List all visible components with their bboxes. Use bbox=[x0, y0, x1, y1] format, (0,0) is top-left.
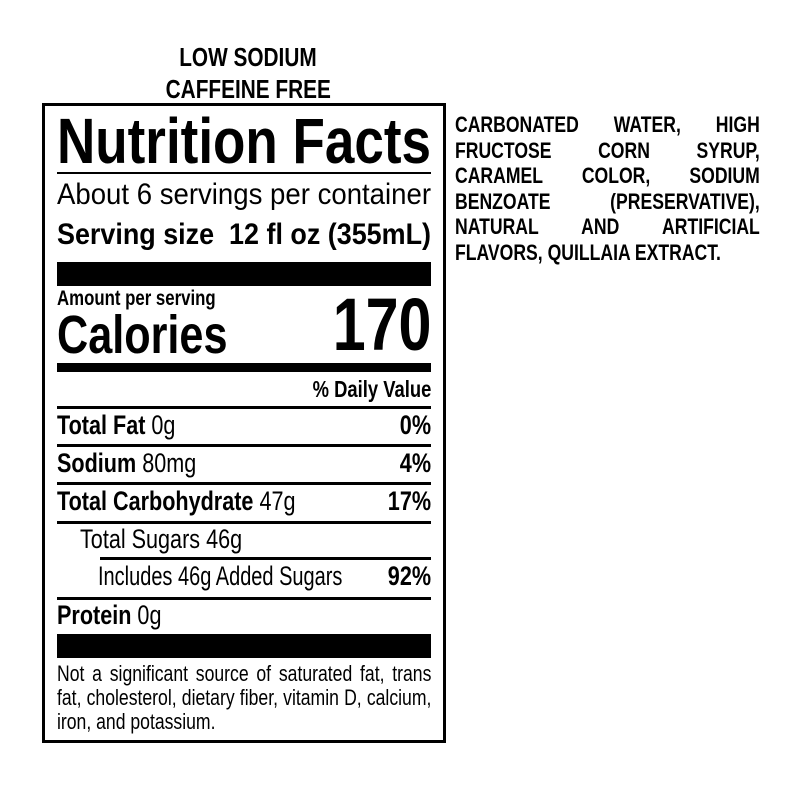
nutrient-row-total-fat: Total Fat 0g 0% bbox=[57, 410, 431, 440]
label-title: Nutrition Facts bbox=[57, 105, 431, 177]
divider bbox=[57, 444, 431, 447]
footnote: Not a significant source of saturated fa… bbox=[57, 661, 432, 734]
serving-size: Serving size 12 fl oz (355mL) bbox=[57, 218, 431, 251]
claim-caffeine-free: CAFFEINE FREE bbox=[165, 74, 331, 104]
medium-bar bbox=[57, 363, 431, 372]
thick-bar bbox=[57, 634, 431, 658]
nutrition-facts-panel bbox=[42, 103, 446, 743]
nutrient-row-total-sugars: Total Sugars 46g bbox=[80, 524, 243, 554]
servings-per-container: About 6 servings per container bbox=[57, 178, 431, 211]
divider bbox=[57, 406, 431, 409]
nutrient-row-protein: Protein 0g bbox=[57, 600, 162, 630]
claim-low-sodium: LOW SODIUM bbox=[179, 42, 317, 72]
amount-per-serving: Amount per serving bbox=[57, 287, 216, 310]
nutrient-row-sodium: Sodium 80mg 4% bbox=[57, 448, 431, 478]
divider bbox=[57, 172, 431, 174]
divider bbox=[57, 597, 431, 600]
thick-bar bbox=[57, 262, 431, 286]
divider bbox=[100, 557, 431, 560]
calories-value: 170 bbox=[332, 283, 431, 366]
divider bbox=[57, 482, 431, 485]
nutrient-row-total-carbohydrate: Total Carbohydrate 47g 17% bbox=[57, 486, 431, 516]
calories-label: Calories bbox=[57, 305, 228, 365]
ingredients-list: CARBONATED WATER, HIGH FRUCTOSE CORN SYR… bbox=[455, 112, 760, 265]
nutrient-row-added-sugars: Includes 46g Added Sugars 92% bbox=[98, 561, 431, 591]
divider bbox=[57, 521, 431, 524]
daily-value-header: % Daily Value bbox=[312, 376, 431, 402]
